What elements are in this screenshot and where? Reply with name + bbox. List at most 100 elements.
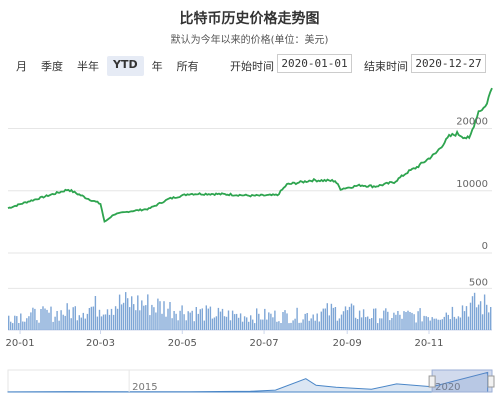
- volume-bar: [465, 306, 468, 330]
- volume-bar: [179, 310, 181, 330]
- volume-bar: [175, 313, 177, 330]
- volume-bar: [306, 313, 308, 330]
- volume-bar: [157, 298, 159, 330]
- volume-bar: [282, 312, 284, 330]
- volume-bar: [292, 320, 294, 330]
- volume-bar: [241, 321, 244, 330]
- volume-bar: [473, 292, 476, 330]
- volume-bar: [369, 318, 371, 330]
- range-button-month[interactable]: 月: [16, 60, 27, 73]
- volume-bar: [356, 319, 359, 330]
- volume-bar: [68, 309, 70, 330]
- volume-bar: [96, 316, 99, 330]
- volume-bar: [248, 321, 250, 330]
- volume-bar: [401, 318, 403, 330]
- volume-bar: [60, 310, 62, 330]
- volume-bar: [252, 319, 254, 330]
- volume-bar: [233, 314, 236, 330]
- volume-bar: [143, 305, 145, 330]
- volume-bar: [308, 320, 310, 330]
- volume-bar: [122, 302, 125, 330]
- volume-bar: [451, 306, 454, 330]
- volume-bar: [163, 301, 165, 330]
- volume-bar: [490, 307, 492, 330]
- volume-bar: [205, 305, 207, 330]
- volume-bar: [108, 314, 111, 330]
- volume-bar: [213, 317, 216, 330]
- price-y-tick-label: 0: [482, 241, 488, 252]
- volume-bar: [187, 311, 189, 330]
- volume-bar: [203, 320, 205, 330]
- start-date-input[interactable]: 2020-01-01: [277, 54, 352, 73]
- chart-title: 比特币历史价格走势图: [179, 11, 320, 27]
- volume-bar: [86, 313, 89, 330]
- volume-bar: [58, 320, 60, 330]
- start-date-label: 开始时间: [230, 60, 274, 73]
- volume-bar: [8, 315, 10, 330]
- volume-bar: [28, 316, 30, 330]
- volume-bar: [304, 313, 306, 330]
- range-button-ytd[interactable]: YTD: [107, 56, 144, 76]
- volume-bar: [459, 317, 462, 330]
- volume-bar: [344, 306, 347, 330]
- volume-bar: [147, 294, 149, 330]
- volume-bar: [260, 319, 262, 330]
- volume-bar: [56, 311, 58, 330]
- volume-bar: [74, 306, 76, 330]
- volume-bar: [114, 306, 117, 330]
- volume-bar: [479, 301, 482, 330]
- volume-bar: [92, 306, 95, 330]
- volume-bar: [82, 312, 84, 330]
- volume-bar: [429, 320, 431, 330]
- volume-bar: [90, 306, 93, 330]
- end-date-input[interactable]: 2020-12-27: [411, 54, 486, 73]
- volume-bar: [405, 312, 407, 330]
- end-date-label: 结束时间: [364, 60, 408, 73]
- volume-bar: [365, 317, 367, 330]
- volume-bar: [102, 314, 105, 330]
- range-button-half-year[interactable]: 半年: [77, 60, 99, 73]
- volume-bar: [387, 311, 389, 330]
- volume-bar: [44, 308, 46, 330]
- volume-bar: [40, 309, 42, 330]
- price-y-tick-label: 10000: [456, 179, 488, 190]
- volume-bar: [375, 308, 377, 330]
- volume-bar: [112, 314, 115, 330]
- volume-bar: [302, 319, 304, 330]
- range-button-year[interactable]: 年: [151, 60, 163, 73]
- volume-bar: [294, 318, 296, 330]
- volume-bar: [116, 308, 119, 330]
- volume-bar: [332, 307, 335, 330]
- volume-bar: [225, 316, 228, 330]
- volume-bar: [110, 308, 113, 330]
- range-button-quarter[interactable]: 季度: [41, 60, 63, 73]
- volume-bar: [455, 318, 458, 330]
- volume-bar: [177, 320, 179, 330]
- volume-bar: [34, 308, 36, 330]
- volume-bar: [310, 318, 312, 330]
- volume-bar: [30, 312, 32, 330]
- volume-bar: [22, 321, 24, 330]
- volume-bar: [161, 313, 163, 330]
- volume-bar: [463, 311, 466, 330]
- navigator-year-label: 2020: [435, 382, 460, 393]
- volume-bar: [483, 294, 486, 330]
- volume-bar: [441, 319, 443, 330]
- volume-bar: [300, 322, 302, 330]
- volume-bar: [352, 305, 355, 330]
- volume-bar: [288, 323, 290, 330]
- volume-bar: [153, 307, 155, 330]
- volume-bar: [239, 313, 242, 330]
- volume-bar: [298, 322, 300, 330]
- volume-bars: [8, 292, 492, 330]
- volume-bar: [129, 307, 131, 330]
- volume-bar: [246, 317, 248, 330]
- volume-bar: [425, 316, 427, 330]
- x-axis-tick-label: 20-01: [6, 338, 35, 349]
- volume-bar: [348, 306, 351, 330]
- volume-bar: [48, 312, 50, 330]
- range-button-all[interactable]: 所有: [176, 60, 199, 73]
- volume-bar: [415, 322, 417, 330]
- navigator[interactable]: 2015 2020: [7, 369, 495, 393]
- volume-bar: [159, 301, 161, 330]
